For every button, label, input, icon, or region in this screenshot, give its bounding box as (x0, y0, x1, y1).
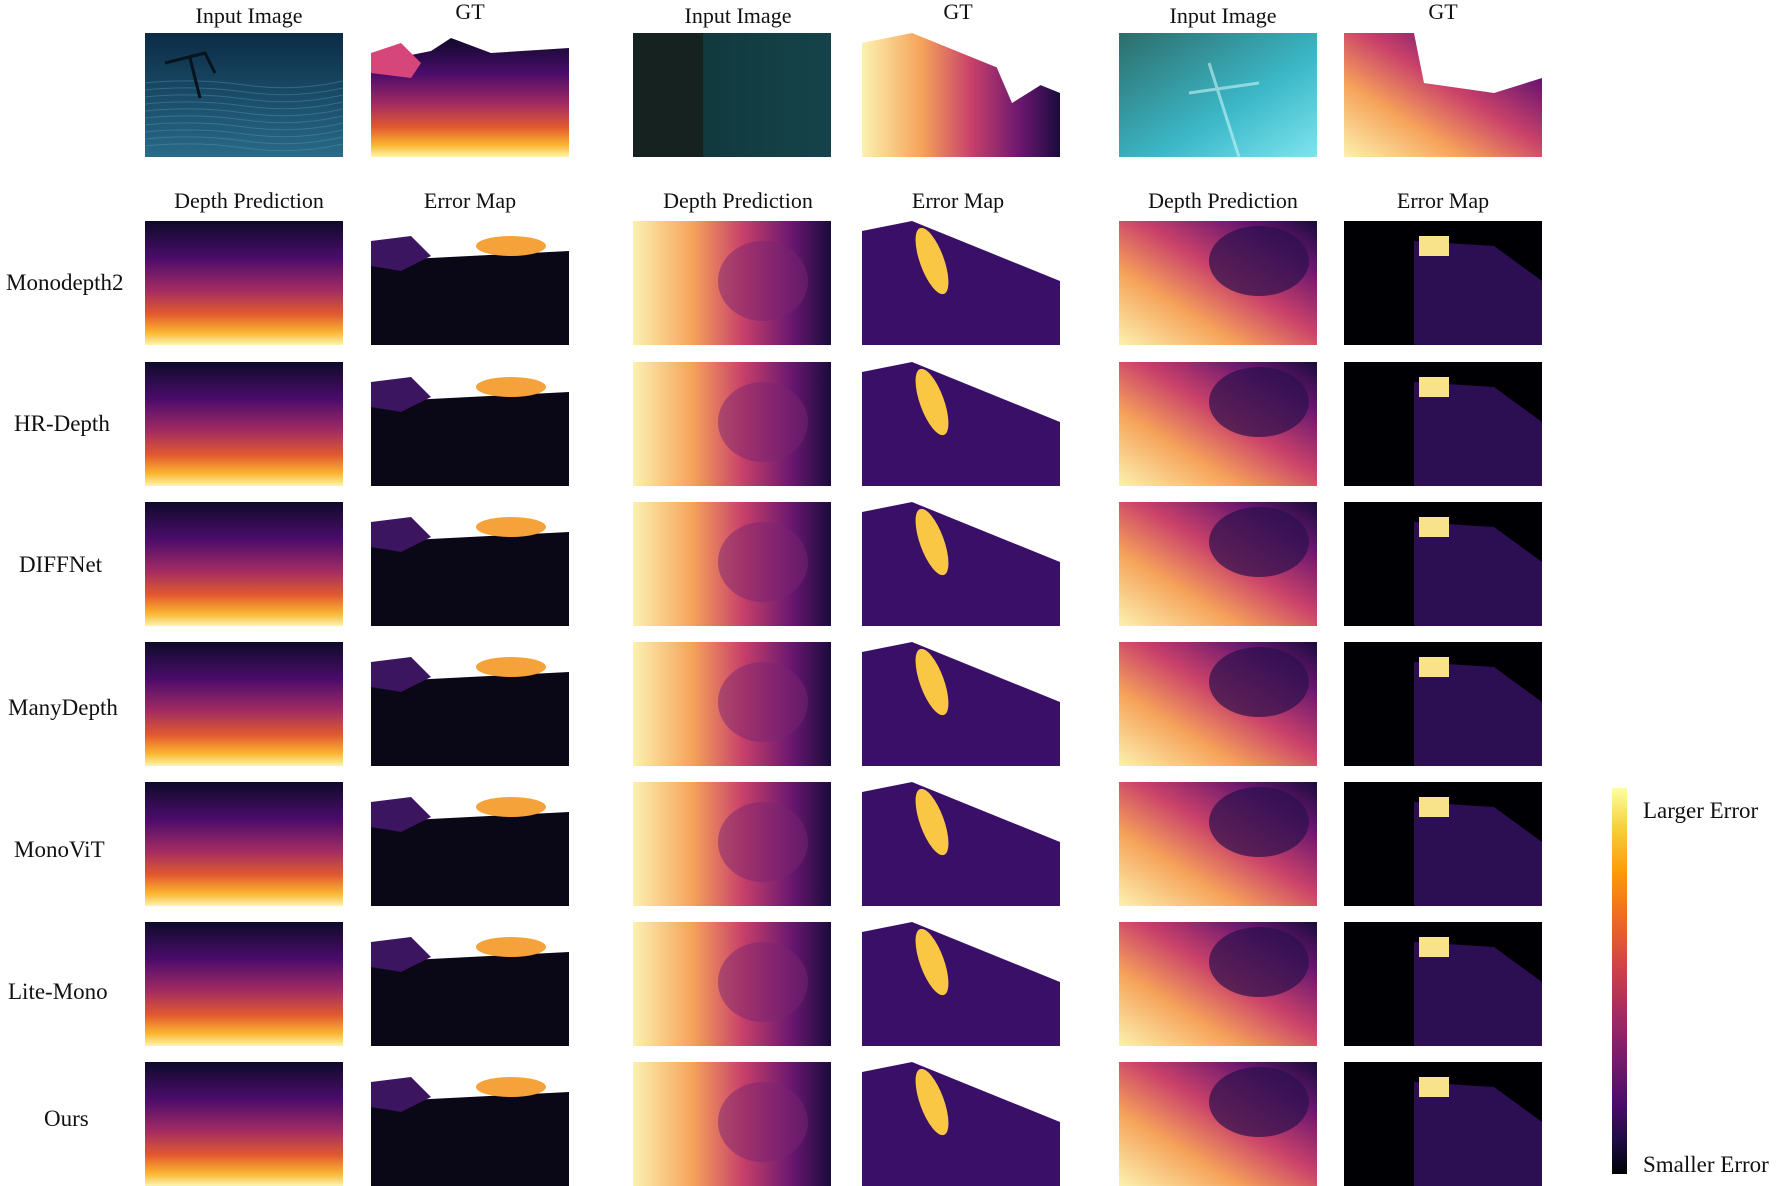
depth-prediction-diffnet-scene-3 (1119, 502, 1317, 626)
method-label-manydepth: ManyDepth (8, 695, 118, 720)
depth-prediction-manydepth-scene-1 (145, 642, 343, 766)
header-input-image-2: Input Image (684, 3, 792, 28)
depth-prediction-monodepth2-scene-2 (633, 221, 831, 345)
header-depth-prediction-1: Depth Prediction (174, 188, 324, 213)
error-map-monodepth2-scene-2 (862, 221, 1060, 345)
header-error-map-1: Error Map (423, 188, 517, 213)
depth-prediction-monovit-scene-3 (1119, 782, 1317, 906)
input-image-scene-2 (633, 33, 831, 157)
gt-depth-scene-3 (1344, 33, 1542, 157)
method-label-ours: Ours (44, 1106, 89, 1131)
input-image-scene-1 (145, 33, 343, 157)
header-gt-2: GT (943, 0, 973, 24)
depth-prediction-lite-mono-scene-3 (1119, 922, 1317, 1046)
error-map-lite-mono-scene-2 (862, 922, 1060, 1046)
depth-prediction-monodepth2-scene-1 (145, 221, 343, 345)
depth-prediction-diffnet-scene-1 (145, 502, 343, 626)
depth-prediction-monovit-scene-2 (633, 782, 831, 906)
error-map-hr-depth-scene-3 (1344, 362, 1542, 486)
depth-prediction-monovit-scene-1 (145, 782, 343, 906)
error-colorbar (1612, 788, 1627, 1174)
header-gt-3: GT (1428, 0, 1458, 24)
error-map-monodepth2-scene-3 (1344, 221, 1542, 345)
depth-prediction-hr-depth-scene-3 (1119, 362, 1317, 486)
error-map-ours-scene-3 (1344, 1062, 1542, 1186)
depth-prediction-hr-depth-scene-1 (145, 362, 343, 486)
header-input-image-1: Input Image (195, 3, 303, 28)
error-map-lite-mono-scene-1 (371, 922, 569, 1046)
error-map-ours-scene-1 (371, 1062, 569, 1186)
header-error-map-3: Error Map (1396, 188, 1490, 213)
header-input-image-3: Input Image (1169, 3, 1277, 28)
depth-prediction-ours-scene-3 (1119, 1062, 1317, 1186)
header-depth-prediction-2: Depth Prediction (663, 188, 813, 213)
error-map-diffnet-scene-2 (862, 502, 1060, 626)
method-label-monovit: MonoViT (14, 837, 105, 862)
method-label-lite-mono: Lite-Mono (8, 979, 108, 1004)
error-map-manydepth-scene-2 (862, 642, 1060, 766)
error-map-monovit-scene-1 (371, 782, 569, 906)
colorbar-label-larger-error: Larger Error (1643, 798, 1759, 823)
error-map-hr-depth-scene-1 (371, 362, 569, 486)
header-error-map-2: Error Map (911, 188, 1005, 213)
error-map-diffnet-scene-1 (371, 502, 569, 626)
error-map-monovit-scene-2 (862, 782, 1060, 906)
error-map-lite-mono-scene-3 (1344, 922, 1542, 1046)
depth-prediction-lite-mono-scene-1 (145, 922, 343, 1046)
error-map-monodepth2-scene-1 (371, 221, 569, 345)
error-map-ours-scene-2 (862, 1062, 1060, 1186)
depth-prediction-lite-mono-scene-2 (633, 922, 831, 1046)
colorbar-label-smaller-error: Smaller Error (1643, 1152, 1769, 1177)
method-label-hr-depth: HR-Depth (14, 411, 110, 436)
gt-depth-scene-1 (371, 33, 569, 157)
depth-prediction-ours-scene-2 (633, 1062, 831, 1186)
error-map-manydepth-scene-3 (1344, 642, 1542, 766)
depth-prediction-manydepth-scene-3 (1119, 642, 1317, 766)
error-map-diffnet-scene-3 (1344, 502, 1542, 626)
method-label-diffnet: DIFFNet (19, 552, 103, 577)
depth-prediction-ours-scene-1 (145, 1062, 343, 1186)
error-map-manydepth-scene-1 (371, 642, 569, 766)
gt-depth-scene-2 (862, 33, 1060, 157)
depth-prediction-diffnet-scene-2 (633, 502, 831, 626)
error-map-monovit-scene-3 (1344, 782, 1542, 906)
method-label-monodepth2: Monodepth2 (6, 270, 124, 295)
input-image-scene-3 (1119, 33, 1317, 157)
depth-prediction-manydepth-scene-2 (633, 642, 831, 766)
header-depth-prediction-3: Depth Prediction (1148, 188, 1298, 213)
error-map-hr-depth-scene-2 (862, 362, 1060, 486)
depth-prediction-hr-depth-scene-2 (633, 362, 831, 486)
depth-prediction-monodepth2-scene-3 (1119, 221, 1317, 345)
header-gt-1: GT (455, 0, 485, 24)
